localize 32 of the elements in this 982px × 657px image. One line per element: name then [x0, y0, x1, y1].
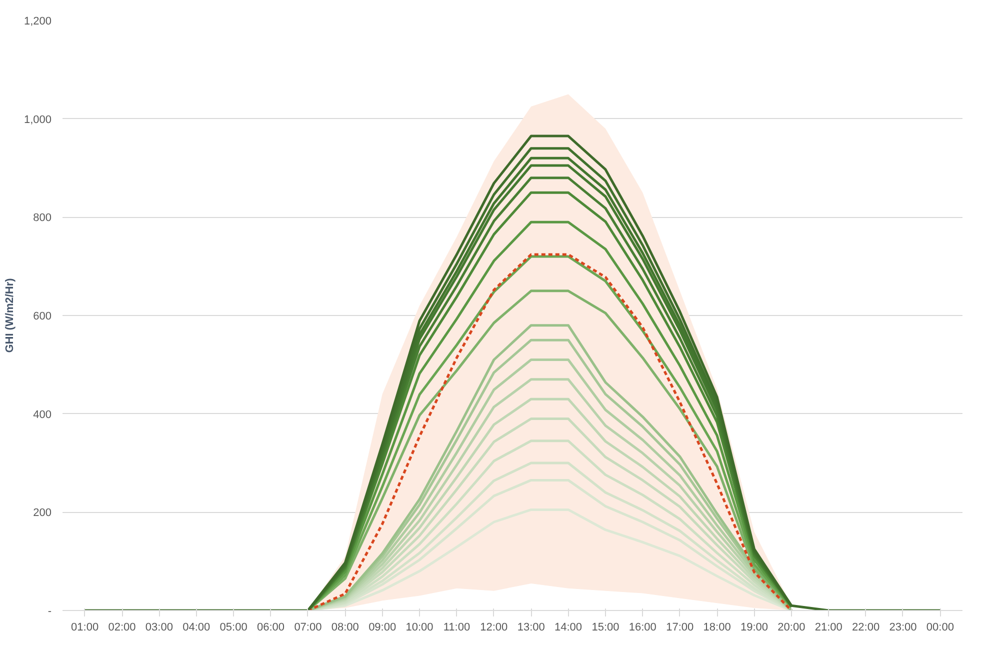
y-tick-label: - — [48, 606, 52, 618]
x-tick-label: 03:00 — [145, 622, 173, 634]
x-tick-label: 06:00 — [257, 622, 285, 634]
x-tick-label: 23:00 — [889, 622, 917, 634]
x-tick-label: 02:00 — [108, 622, 136, 634]
x-tick-label: 09:00 — [368, 622, 396, 634]
x-tick-label: 15:00 — [592, 622, 620, 634]
y-axis-title: GHI (W/m2/Hr) — [4, 278, 16, 353]
y-tick-label: 200 — [33, 507, 52, 520]
y-tick-label: 600 — [33, 310, 52, 322]
x-tick-label: 18:00 — [703, 622, 731, 634]
x-tick-label: 16:00 — [628, 622, 656, 634]
x-tick-label: 00:00 — [926, 622, 954, 634]
x-tick-label: 13:00 — [517, 622, 545, 634]
x-tick-label: 14:00 — [554, 622, 582, 634]
x-tick-label: 07:00 — [294, 622, 322, 634]
x-tick-label: 11:00 — [443, 622, 470, 634]
x-tick-label: 19:00 — [740, 622, 768, 634]
y-tick-label: 800 — [33, 212, 52, 224]
x-tick-label: 12:00 — [480, 622, 508, 634]
y-tick-label: 1,000 — [24, 114, 52, 126]
x-tick-label: 10:00 — [406, 622, 434, 634]
x-tick-label: 21:00 — [814, 622, 842, 634]
x-tick-label: 17:00 — [666, 622, 694, 634]
y-tick-label: 1,200 — [24, 16, 52, 28]
y-tick-label: 400 — [33, 408, 52, 421]
x-tick-label: 20:00 — [778, 622, 806, 634]
x-tick-label: 22:00 — [852, 622, 880, 634]
x-tick-label: 05:00 — [220, 622, 248, 634]
x-tick-label: 08:00 — [331, 622, 359, 634]
x-tick-label: 01:00 — [71, 622, 99, 634]
x-tick-label: 04:00 — [182, 622, 210, 634]
